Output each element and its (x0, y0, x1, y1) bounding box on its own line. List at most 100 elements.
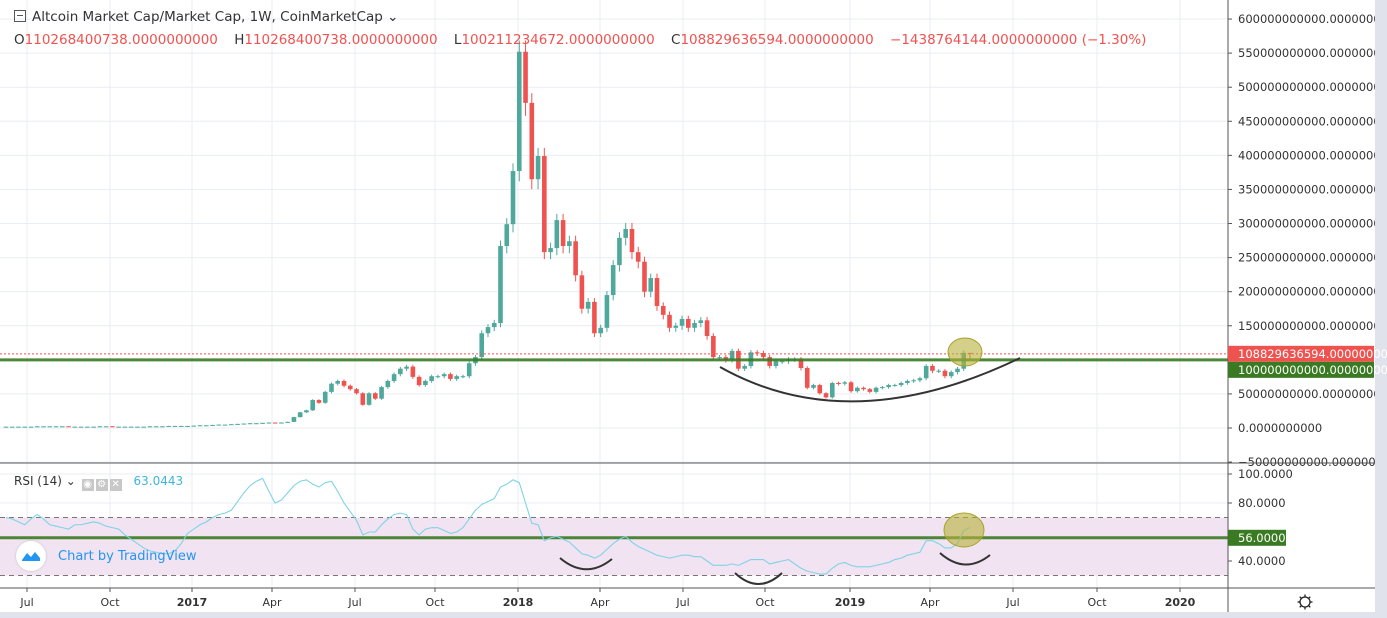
candle (341, 379, 347, 388)
candle (229, 424, 234, 426)
candle-body (304, 410, 309, 413)
close-icon[interactable]: ✕ (109, 479, 122, 491)
eye-icon[interactable]: ◉ (81, 479, 94, 491)
gear-tooth (1308, 596, 1311, 599)
candle (197, 425, 203, 427)
time-tick-label: Jul (347, 596, 361, 609)
candle-body (767, 357, 772, 366)
highlight-ellipse (947, 337, 983, 367)
candle (579, 270, 585, 314)
candle-body (3, 426, 9, 428)
candle (886, 383, 891, 389)
candle (679, 315, 685, 330)
candle-body (836, 383, 841, 385)
candle (535, 147, 541, 190)
candle-body (254, 423, 259, 425)
candle-body (798, 359, 804, 369)
candle-body (266, 422, 272, 424)
candle-body (604, 295, 610, 328)
scrollbar (1375, 0, 1387, 618)
candle (880, 385, 885, 390)
chevron-down-icon[interactable]: ⌄ (65, 474, 76, 488)
price-tick-label: 600000000000.0000000000 (1238, 12, 1387, 26)
candle (34, 426, 40, 428)
candle-body (936, 370, 941, 372)
last-price-label-box (1228, 345, 1374, 362)
candle-body (341, 380, 347, 386)
series-legend[interactable]: Altcoin Market Cap/Market Cap, 1W, CoinM… (14, 9, 398, 25)
candle-body (297, 412, 303, 418)
candle-body (466, 363, 472, 377)
time-tick-label: Apr (590, 596, 610, 609)
candle (460, 374, 466, 379)
candle-body (448, 374, 453, 379)
watermark[interactable]: Chart by TradingView (16, 540, 196, 572)
candle (448, 372, 453, 381)
candle (529, 93, 535, 190)
time-tick-label: Jul (1005, 596, 1019, 609)
candle (91, 426, 96, 428)
candle (122, 426, 128, 428)
candle-body (329, 383, 334, 392)
candle-body (535, 156, 541, 180)
candle-body (272, 422, 278, 424)
candle-body (923, 365, 929, 379)
candle-body (216, 424, 222, 426)
candle-body (617, 237, 622, 266)
candle-body (229, 424, 234, 426)
candle (272, 422, 278, 424)
candle-body (704, 320, 710, 336)
settings-gear-icon[interactable] (1297, 594, 1313, 610)
candle (110, 426, 115, 428)
candle (9, 426, 15, 428)
rsi-legend[interactable]: RSI (14) ⌄ ◉ ⚙ ✕ 63.0443 (14, 474, 183, 491)
price-tick-label: 0.0000000000 (1238, 421, 1322, 435)
candle (310, 399, 315, 411)
candle-body (817, 385, 823, 394)
candle-body (848, 382, 854, 392)
price-tick-label: 500000000000.0000000000 (1238, 80, 1387, 94)
candle (441, 372, 447, 379)
candle (404, 364, 409, 372)
price-tick-label: 250000000000.0000000000 (1238, 251, 1387, 265)
support-price-label-box (1228, 361, 1374, 378)
candle-body (698, 320, 704, 324)
candle-body (185, 425, 190, 427)
candle (617, 232, 622, 272)
open-key: O (14, 32, 25, 48)
candle-body (291, 417, 297, 422)
chevron-down-icon[interactable]: ⌄ (382, 9, 399, 25)
candle (648, 273, 654, 298)
candle-body (279, 422, 284, 424)
candle (842, 380, 848, 386)
candle-body (485, 327, 491, 334)
candle-body (347, 385, 353, 390)
gear-tooth (1299, 596, 1302, 599)
gear-icon[interactable]: ⚙ (95, 479, 108, 491)
candle-body (103, 426, 109, 428)
candle-body (97, 426, 103, 428)
candle-body (867, 389, 873, 392)
candle-body (742, 365, 747, 369)
candle (128, 426, 134, 428)
collapse-icon[interactable] (14, 10, 26, 22)
candle (379, 385, 384, 400)
candle (742, 364, 747, 372)
candle (423, 379, 428, 387)
candle (592, 298, 597, 338)
candle-body (811, 385, 816, 388)
candle (141, 426, 146, 428)
open-value: 110268400738.0000000000 (24, 32, 218, 48)
price-tick-label: 150000000000.0000000000 (1238, 319, 1387, 333)
candle (28, 426, 34, 428)
candle (60, 426, 65, 428)
candle (260, 422, 265, 424)
candle-body (673, 325, 679, 328)
candle (435, 374, 441, 379)
candle-body (22, 426, 28, 428)
candle-body (779, 361, 785, 363)
ohlc-values: O110268400738.0000000000 H110268400738.0… (14, 32, 1158, 48)
time-tick-label: Apr (920, 596, 940, 609)
candle-body (829, 383, 835, 398)
